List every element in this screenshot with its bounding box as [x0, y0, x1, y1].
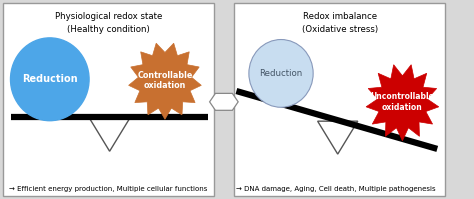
Text: Physiological redox state: Physiological redox state: [55, 13, 163, 21]
Polygon shape: [210, 93, 238, 110]
Text: Uncontrollable
oxidation: Uncontrollable oxidation: [371, 93, 434, 112]
Text: Controllable
oxidation: Controllable oxidation: [137, 71, 192, 90]
Circle shape: [249, 40, 313, 107]
Text: → DNA damage, Aging, Cell death, Multiple pathogenesis: → DNA damage, Aging, Cell death, Multipl…: [237, 186, 436, 192]
Polygon shape: [128, 43, 201, 119]
Polygon shape: [366, 65, 439, 141]
Text: → Efficient energy production, Multiple cellular functions: → Efficient energy production, Multiple …: [9, 186, 207, 192]
FancyBboxPatch shape: [234, 3, 445, 196]
FancyBboxPatch shape: [3, 3, 214, 196]
Text: Reduction: Reduction: [259, 69, 302, 78]
Polygon shape: [90, 118, 130, 151]
Circle shape: [10, 38, 89, 121]
Text: Reduction: Reduction: [22, 74, 78, 84]
Text: (Oxidative stress): (Oxidative stress): [302, 25, 378, 34]
Text: Redox imbalance: Redox imbalance: [303, 13, 377, 21]
Text: (Healthy condition): (Healthy condition): [67, 25, 150, 34]
Polygon shape: [318, 121, 358, 154]
